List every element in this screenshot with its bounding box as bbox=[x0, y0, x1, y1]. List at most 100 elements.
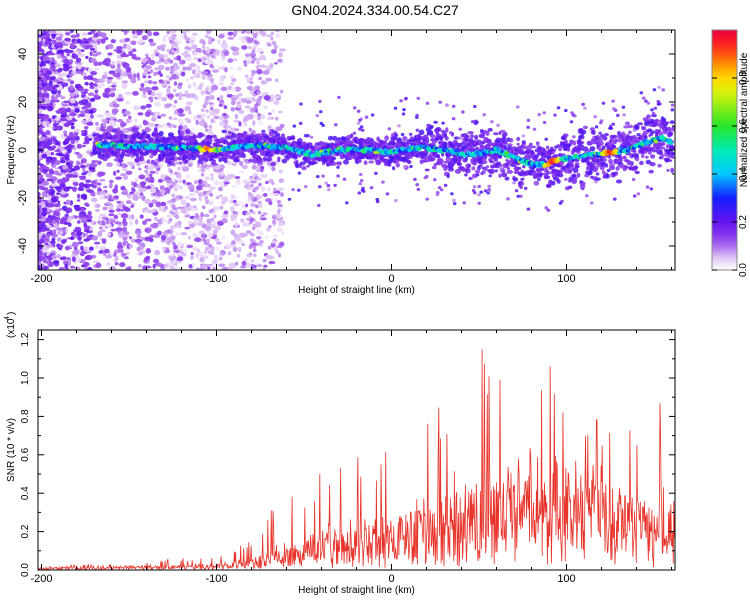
ridge-halo-cell bbox=[551, 151, 555, 155]
noise-cell bbox=[203, 102, 207, 107]
noise-cell bbox=[147, 122, 155, 128]
noise-cell bbox=[63, 130, 68, 135]
noise-cell bbox=[49, 52, 56, 56]
ridge-halo-cell bbox=[306, 164, 310, 168]
spectrogram-heatmap bbox=[38, 30, 675, 270]
ridge-halo-cell bbox=[472, 162, 477, 166]
noise-cell bbox=[71, 119, 78, 122]
noise-cell bbox=[152, 263, 156, 269]
noise-cell bbox=[277, 222, 284, 227]
noise-cell bbox=[38, 88, 42, 93]
noise-cell bbox=[188, 264, 194, 269]
noise-cell bbox=[104, 112, 112, 118]
noise-cell bbox=[270, 36, 274, 41]
ridge-halo-cell bbox=[433, 120, 438, 124]
noise-cell bbox=[169, 199, 173, 203]
ridge-halo-cell bbox=[135, 154, 140, 158]
noise-cell bbox=[178, 125, 184, 130]
noise-cell bbox=[147, 80, 153, 84]
ridge-halo-cell bbox=[615, 179, 623, 184]
noise-cell bbox=[271, 40, 277, 46]
noise-cell bbox=[219, 95, 224, 100]
noise-cell bbox=[122, 218, 126, 222]
noise-cell bbox=[212, 108, 219, 112]
noise-cell bbox=[179, 122, 184, 126]
noise-cell bbox=[204, 128, 209, 133]
noise-cell bbox=[56, 172, 63, 176]
noise-cell bbox=[150, 223, 158, 229]
noise-cell bbox=[102, 206, 107, 211]
noise-cell bbox=[211, 251, 215, 256]
noise-cell bbox=[180, 232, 188, 236]
noise-cell bbox=[176, 55, 182, 61]
noise-cell bbox=[176, 261, 184, 264]
noise-cell bbox=[258, 30, 263, 35]
noise-cell bbox=[63, 100, 71, 104]
noise-cell bbox=[113, 251, 117, 257]
noise-cell bbox=[158, 79, 164, 83]
noise-cell bbox=[106, 162, 113, 167]
noise-cell bbox=[163, 34, 169, 38]
noise-cell bbox=[262, 267, 266, 270]
noise-cell bbox=[155, 170, 159, 175]
noise-cell bbox=[210, 118, 215, 122]
noise-cell bbox=[185, 110, 190, 114]
noise-cell bbox=[207, 263, 213, 267]
ridge-halo-cell bbox=[493, 132, 499, 136]
noise-cell bbox=[213, 115, 220, 120]
noise-cell bbox=[60, 183, 65, 188]
noise-cell bbox=[160, 189, 166, 196]
noise-cell bbox=[277, 58, 283, 63]
noise-cell bbox=[113, 214, 119, 219]
noise-cell bbox=[221, 43, 229, 50]
ridge-halo-cell bbox=[475, 173, 480, 177]
noise-cell bbox=[129, 236, 132, 240]
noise-cell bbox=[172, 104, 177, 109]
noise-cell bbox=[255, 204, 259, 209]
noise-cell bbox=[252, 244, 257, 249]
noise-cell bbox=[257, 230, 264, 236]
noise-cell bbox=[202, 233, 206, 237]
noise-cell bbox=[93, 260, 100, 264]
noise-cell bbox=[226, 94, 234, 98]
ridge-halo-cell bbox=[445, 127, 449, 133]
ridge-halo-cell bbox=[582, 125, 588, 130]
noise-cell bbox=[38, 37, 42, 42]
ridge-halo-cell bbox=[520, 177, 525, 181]
noise-cell bbox=[73, 204, 81, 208]
noise-cell bbox=[44, 60, 51, 64]
noise-cell bbox=[82, 144, 86, 148]
noise-cell bbox=[223, 245, 228, 250]
noise-cell bbox=[51, 164, 56, 169]
noise-cell bbox=[184, 214, 191, 218]
noise-cell bbox=[104, 248, 110, 254]
noise-cell bbox=[265, 180, 269, 185]
noise-cell bbox=[241, 39, 247, 44]
ridge-halo-cell bbox=[424, 168, 430, 172]
noise-cell bbox=[167, 220, 171, 224]
noise-cell bbox=[126, 44, 131, 50]
noise-cell bbox=[206, 218, 211, 222]
noise-cell bbox=[196, 185, 203, 191]
noise-cell bbox=[244, 74, 249, 79]
noise-cell bbox=[67, 147, 72, 154]
noise-cell bbox=[192, 81, 197, 88]
noise-cell bbox=[165, 214, 172, 218]
noise-cell bbox=[157, 115, 162, 119]
noise-cell bbox=[145, 237, 153, 242]
ridge-halo-cell bbox=[406, 160, 412, 164]
noise-cell bbox=[101, 83, 105, 87]
noise-cell bbox=[80, 193, 88, 200]
noise-cell bbox=[61, 103, 69, 107]
ridge-halo-cell bbox=[467, 131, 474, 135]
noise-cell bbox=[77, 220, 81, 224]
noise-cell bbox=[138, 167, 142, 171]
noise-cell bbox=[144, 227, 152, 234]
noise-cell bbox=[132, 91, 139, 96]
noise-cell bbox=[38, 265, 41, 270]
noise-cell bbox=[277, 253, 282, 258]
noise-cell bbox=[113, 195, 119, 199]
noise-cell bbox=[253, 57, 257, 61]
noise-cell bbox=[234, 30, 238, 35]
noise-cell bbox=[132, 34, 139, 39]
